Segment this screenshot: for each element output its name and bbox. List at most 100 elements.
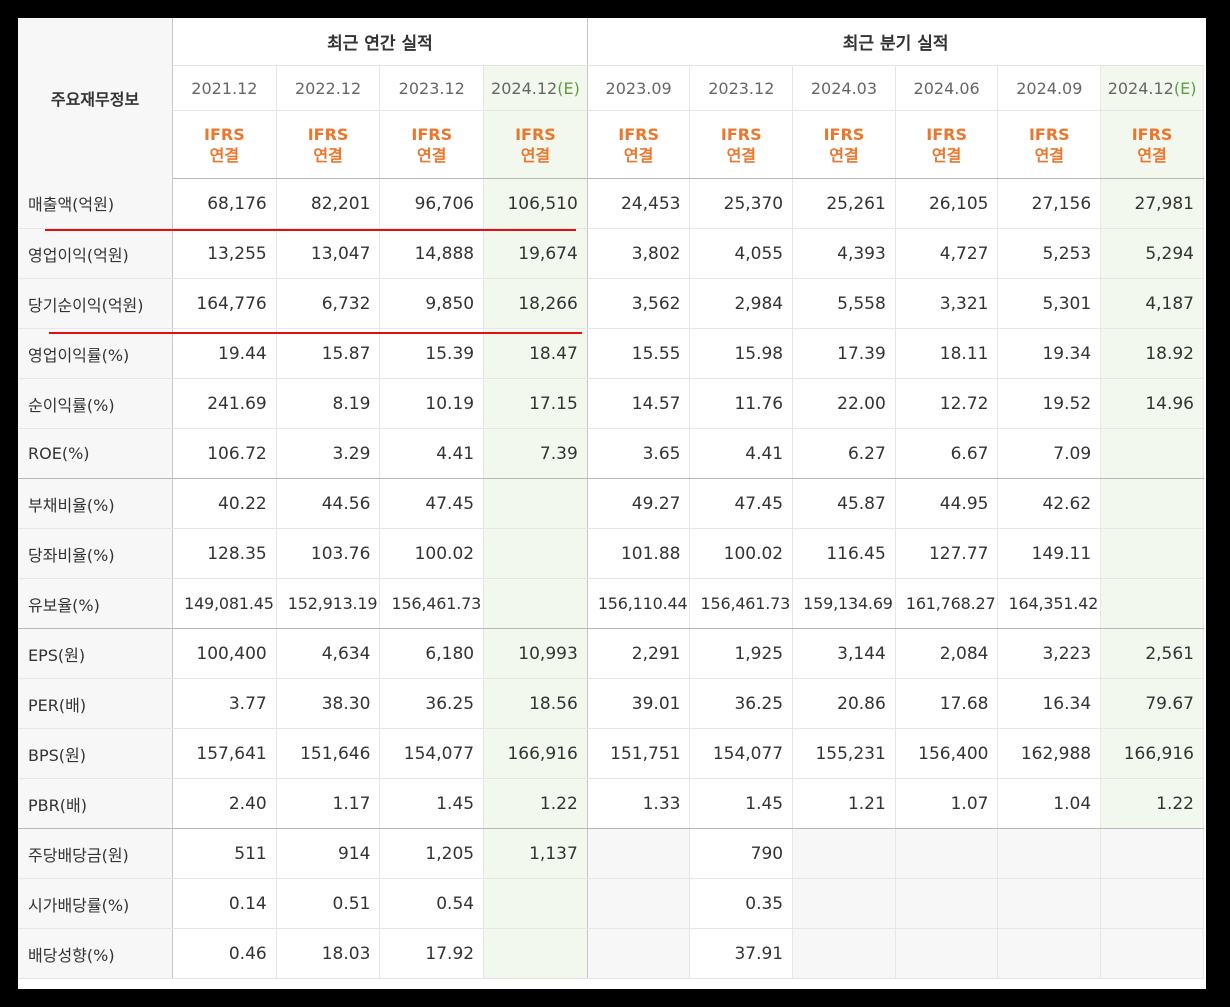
value-cell: 1,137 bbox=[483, 828, 588, 879]
value-cell: 0.14 bbox=[172, 878, 277, 929]
ifrs-standard-header: IFRS 연결 bbox=[587, 110, 691, 179]
value-cell: 17.92 bbox=[379, 928, 485, 979]
value-cell: 149.11 bbox=[997, 528, 1102, 579]
value-cell bbox=[1100, 478, 1204, 529]
period-label: 2023.09 bbox=[605, 78, 672, 98]
value-cell: 156,461.73 bbox=[689, 578, 794, 629]
row-label: 부채비율(%) bbox=[18, 478, 174, 529]
value-cell: 14.57 bbox=[587, 378, 691, 429]
header-row-groups: 주요재무정보 최근 연간 실적 최근 분기 실적 bbox=[18, 18, 1204, 179]
header-row-standard: IFRS 연결 IFRS 연결 IFRS 연결 IFRS 연결 IFRS 연결 IFRS 연결 IFRS… bbox=[18, 110, 1204, 179]
value-cell: 0.46 bbox=[172, 928, 277, 979]
ifrs-standard-header: IFRS 연결 bbox=[895, 110, 999, 179]
table-row: 매출액(억원) 68,176 82,201 96,706 106,510 24,453 25… bbox=[18, 178, 1204, 229]
value-cell: 106.72 bbox=[172, 428, 277, 479]
row-label: EPS(원) bbox=[18, 628, 174, 679]
ifrs-label: IFRS bbox=[823, 124, 865, 144]
value-cell: 164,776 bbox=[172, 278, 277, 329]
consolidated-label: 연결 bbox=[726, 145, 757, 165]
value-cell: 18.47 bbox=[483, 328, 588, 379]
row-label: PER(배) bbox=[18, 678, 174, 729]
consolidated-label: 연결 bbox=[1137, 145, 1167, 165]
value-cell: 6,732 bbox=[276, 278, 381, 329]
value-cell: 3,562 bbox=[587, 278, 691, 329]
value-cell: 17.15 bbox=[483, 378, 588, 429]
period-label: 2024.12 bbox=[491, 78, 558, 98]
value-cell: 162,988 bbox=[997, 728, 1102, 779]
value-cell: 2.40 bbox=[172, 778, 277, 829]
value-cell: 18.03 bbox=[276, 928, 381, 979]
value-cell: 44.56 bbox=[276, 478, 381, 529]
table-row: 시가배당률(%) 0.14 0.51 0.54 0.35 bbox=[18, 878, 1204, 929]
ifrs-standard-header: IFRS 연결 bbox=[172, 110, 277, 179]
value-cell: 15.55 bbox=[587, 328, 691, 379]
value-cell: 1.33 bbox=[587, 778, 691, 829]
estimate-mark: (E) bbox=[1173, 78, 1197, 98]
value-cell: 1.17 bbox=[276, 778, 381, 829]
value-cell: 4,634 bbox=[276, 628, 381, 679]
financial-summary-panel: 주요재무정보 최근 연간 실적 최근 분기 실적 2021.12 2022.12 2023… bbox=[18, 18, 1206, 989]
value-cell: 159,134.69 bbox=[792, 578, 896, 629]
value-cell bbox=[895, 878, 999, 929]
value-cell: 20.86 bbox=[792, 678, 896, 729]
value-cell: 10.19 bbox=[379, 378, 485, 429]
value-cell: 8.19 bbox=[276, 378, 381, 429]
row-label: 당좌비율(%) bbox=[18, 528, 174, 579]
value-cell: 68,176 bbox=[172, 178, 277, 229]
value-cell bbox=[483, 928, 588, 979]
value-cell: 45.87 bbox=[792, 478, 896, 529]
value-cell: 18.11 bbox=[895, 328, 999, 379]
consolidated-label: 연결 bbox=[313, 145, 343, 165]
value-cell: 4,055 bbox=[689, 228, 794, 279]
value-cell: 152,913.19 bbox=[276, 578, 381, 629]
value-cell: 1.22 bbox=[1100, 778, 1204, 829]
value-cell: 40.22 bbox=[172, 478, 277, 529]
row-label: 당기순이익(억원) bbox=[18, 278, 174, 329]
value-cell: 151,751 bbox=[587, 728, 691, 779]
ifrs-label: IFRS bbox=[618, 124, 659, 144]
quarter-period-header: 2024.09 bbox=[997, 65, 1102, 111]
value-cell: 25,370 bbox=[689, 178, 794, 229]
consolidated-label: 연결 bbox=[829, 145, 859, 165]
value-cell: 19,674 bbox=[483, 228, 588, 279]
annual-group-header: 최근 연간 실적 bbox=[172, 18, 588, 66]
value-cell: 103.76 bbox=[276, 528, 381, 579]
value-cell: 151,646 bbox=[276, 728, 381, 779]
quarter-period-header: 2024.03 bbox=[792, 65, 896, 111]
value-cell: 22.00 bbox=[792, 378, 896, 429]
value-cell: 0.54 bbox=[379, 878, 485, 929]
value-cell: 101.88 bbox=[587, 528, 691, 579]
table-row: 당기순이익(억원) 164,776 6,732 9,850 18,266 3,562 2,9… bbox=[18, 278, 1204, 329]
ifrs-standard-header: IFRS 연결 bbox=[689, 110, 794, 179]
consolidated-label: 연결 bbox=[520, 145, 551, 165]
value-cell bbox=[483, 528, 588, 579]
consolidated-label: 연결 bbox=[209, 145, 240, 165]
value-cell bbox=[587, 828, 691, 879]
row-label: 영업이익률(%) bbox=[18, 328, 174, 379]
value-cell: 156,400 bbox=[895, 728, 999, 779]
annual-period-header: 2022.12 bbox=[276, 65, 381, 111]
value-cell: 9,850 bbox=[379, 278, 485, 329]
value-cell: 116.45 bbox=[792, 528, 896, 579]
consolidated-label: 연결 bbox=[623, 145, 654, 165]
table-row: 부채비율(%) 40.22 44.56 47.45 49.27 47.45 45.87 44.… bbox=[18, 478, 1204, 529]
period-label: 2024.09 bbox=[1016, 78, 1083, 98]
value-cell: 15.98 bbox=[689, 328, 794, 379]
value-cell: 164,351.42 bbox=[997, 578, 1102, 629]
value-cell: 3.77 bbox=[172, 678, 277, 729]
value-cell: 82,201 bbox=[276, 178, 381, 229]
consolidated-label: 연결 bbox=[1034, 145, 1065, 165]
value-cell bbox=[483, 478, 588, 529]
value-cell: 4,727 bbox=[895, 228, 999, 279]
value-cell: 26,105 bbox=[895, 178, 999, 229]
value-cell: 36.25 bbox=[379, 678, 485, 729]
ifrs-label: IFRS bbox=[411, 124, 453, 144]
value-cell bbox=[587, 878, 691, 929]
value-cell: 96,706 bbox=[379, 178, 485, 229]
value-cell: 44.95 bbox=[895, 478, 999, 529]
value-cell: 241.69 bbox=[172, 378, 277, 429]
value-cell bbox=[895, 828, 999, 879]
value-cell bbox=[483, 878, 588, 929]
value-cell: 12.72 bbox=[895, 378, 999, 429]
ifrs-standard-header: IFRS 연결 bbox=[997, 110, 1102, 179]
